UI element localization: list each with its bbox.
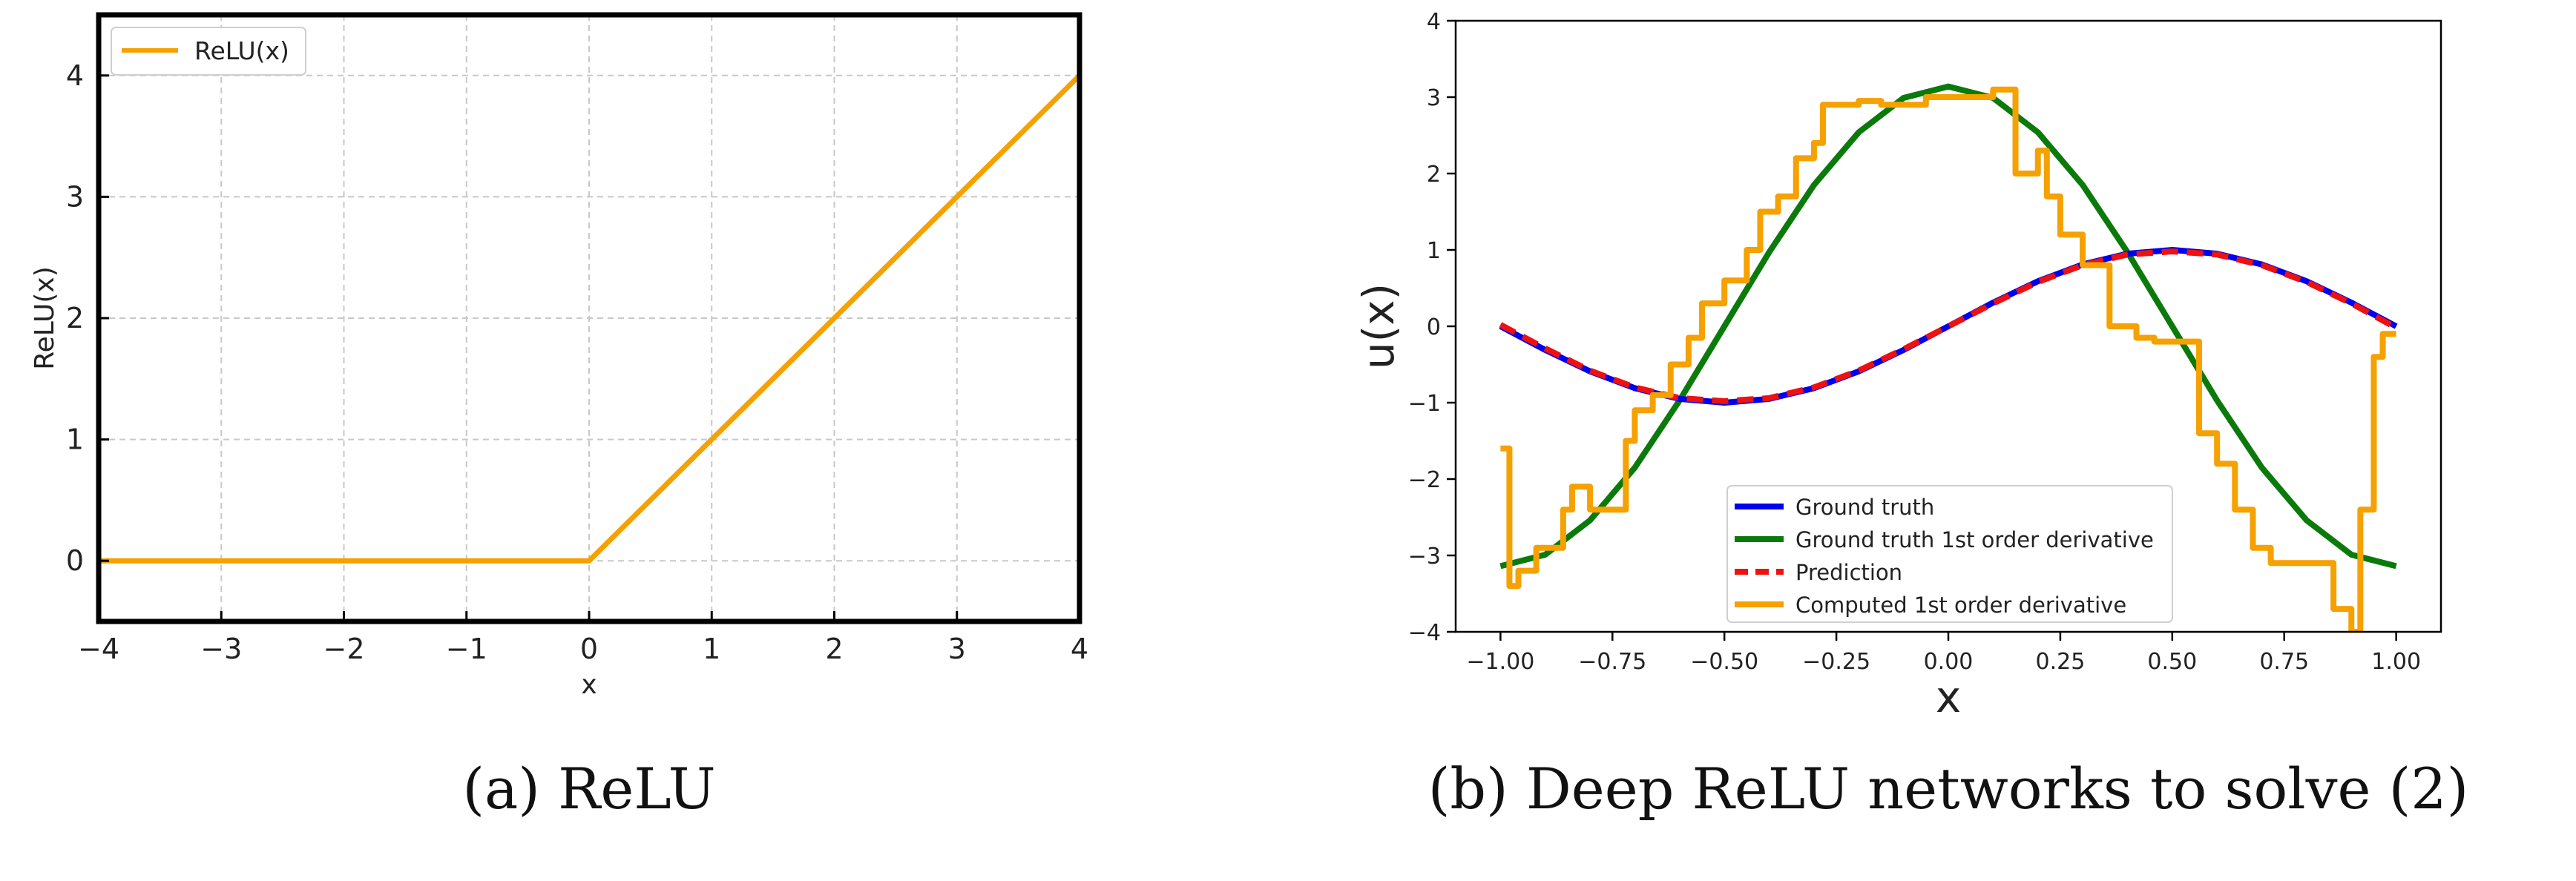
deep-relu-y-tick-label: 0 — [1427, 314, 1441, 340]
deep-relu-y-tick-label: −3 — [1408, 544, 1441, 570]
relu-x-tick-label: −1 — [446, 633, 487, 665]
relu-series — [99, 73, 1082, 564]
legend-ground-truth-derivative-label: Ground truth 1st order derivative — [1795, 527, 2154, 552]
deep-relu-series — [1499, 83, 2398, 632]
deep-relu-x-tick-label: −0.50 — [1690, 649, 1758, 675]
relu-y-tick-label: 0 — [66, 544, 84, 577]
deep-relu-x-tick-label: 0.25 — [2036, 649, 2086, 675]
relu-x-tick-label: 1 — [703, 633, 720, 665]
relu-y-axis-label: ReLU(x) — [30, 266, 60, 370]
ground-truth-derivative-line — [1499, 83, 2397, 570]
relu-y-tick-label: 1 — [66, 423, 84, 456]
relu-line — [99, 73, 1082, 564]
relu-y-tick-label: 4 — [66, 59, 84, 92]
deep-relu-legend-box — [1726, 485, 2173, 623]
deep-relu-x-tick-label: −0.25 — [1802, 649, 1870, 675]
relu-grid — [99, 15, 1080, 621]
deep-relu-y-tick-label: 1 — [1427, 238, 1441, 264]
deep-relu-x-tick-label: −0.75 — [1578, 649, 1646, 675]
deep-relu-x-tick-label: 0.75 — [2259, 649, 2309, 675]
deep-relu-y-tick-label: 2 — [1427, 162, 1441, 188]
deep-relu-y-axis-label: u(x) — [1353, 283, 1404, 369]
computed-derivative-line — [1500, 86, 2396, 632]
deep-relu-x-axis-label: x — [1936, 672, 1961, 722]
deep-relu-y-tick-label: −2 — [1408, 467, 1441, 493]
deep-relu-y-tick-label: 3 — [1427, 85, 1441, 111]
deep-relu-x-ticks: −1.00 −0.75 −0.50 −0.25 0.00 0.25 0.50 0.75 1.00 — [1466, 632, 2421, 675]
relu-x-axis-label: x — [581, 670, 597, 700]
relu-x-tick-label: 0 — [580, 633, 598, 665]
ground-truth-line — [1499, 247, 2398, 406]
relu-y-ticks: 0 1 2 3 4 — [66, 59, 109, 577]
deep-relu-caption: (b) Deep ReLU networks to solve (2) — [1428, 756, 2469, 822]
relu-chart: −4 −3 −2 −1 0 1 2 3 4 0 1 2 3 4 x ReLU(x) ReLU(x) (a… — [30, 12, 1088, 822]
relu-x-tick-label: 3 — [948, 633, 966, 665]
prediction-line — [1499, 248, 2398, 404]
deep-relu-y-tick-label: 4 — [1427, 9, 1441, 35]
deep-relu-x-tick-label: 1.00 — [2371, 649, 2421, 675]
legend-prediction-label: Prediction — [1795, 560, 1902, 585]
relu-x-ticks: −4 −3 −2 −1 0 1 2 3 4 — [78, 611, 1088, 665]
relu-x-tick-label: −2 — [323, 633, 364, 665]
deep-relu-y-tick-label: −4 — [1408, 620, 1441, 646]
relu-legend-label: ReLU(x) — [194, 36, 289, 65]
relu-legend: ReLU(x) — [111, 27, 306, 76]
deep-relu-x-tick-label: −1.00 — [1466, 649, 1534, 675]
legend-ground-truth-label: Ground truth — [1795, 495, 1934, 520]
relu-x-tick-label: −4 — [78, 633, 119, 665]
relu-y-tick-label: 2 — [66, 302, 84, 334]
deep-relu-y-ticks: 4 3 2 1 0 −1 −2 −3 −4 — [1408, 9, 1456, 646]
relu-y-tick-label: 3 — [66, 180, 84, 213]
deep-relu-x-tick-label: 0.50 — [2147, 649, 2197, 675]
deep-relu-chart: −1.00 −0.75 −0.50 −0.25 0.00 0.25 0.50 0.75 1.00… — [1353, 9, 2468, 822]
legend-computed-derivative-label: Computed 1st order derivative — [1795, 593, 2126, 618]
relu-x-tick-label: 2 — [825, 633, 843, 665]
relu-legend-box — [111, 27, 306, 76]
relu-x-tick-label: −3 — [200, 633, 242, 665]
deep-relu-legend: Ground truth Ground truth 1st order deriv… — [1726, 485, 2173, 623]
relu-caption: (a) ReLU — [462, 756, 715, 822]
deep-relu-y-tick-label: −1 — [1408, 391, 1441, 417]
deep-relu-x-tick-label: 0.00 — [1924, 649, 1974, 675]
relu-x-tick-label: 4 — [1071, 633, 1088, 665]
